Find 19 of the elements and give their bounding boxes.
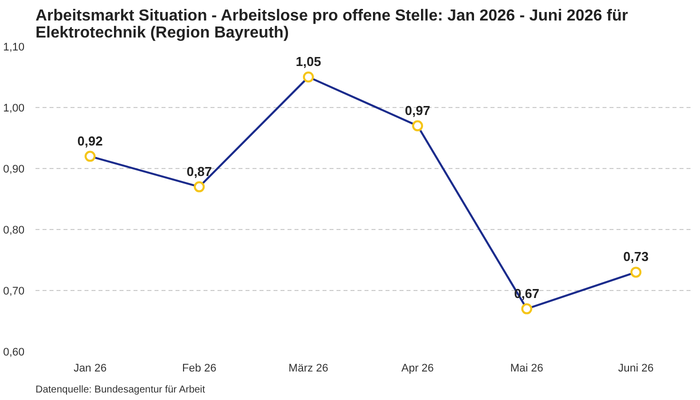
x-tick-label: Apr 26	[401, 362, 434, 374]
y-tick-label: 0,80	[3, 224, 25, 236]
y-tick-label: 0,90	[3, 164, 25, 176]
y-tick-label: 0,70	[3, 286, 25, 298]
y-tick-label: 0,60	[3, 346, 25, 358]
x-tick-label: Jan 26	[74, 362, 107, 374]
data-label: 1,05	[296, 54, 322, 69]
data-label: 0,92	[77, 133, 103, 148]
x-tick-label: Feb 26	[182, 362, 216, 374]
text: Datenquelle: Bundesagentur für Arbeit	[36, 384, 206, 396]
data-label: 0,87	[186, 164, 212, 179]
data-label: 0,73	[623, 249, 649, 264]
x-tick-label: Juni 26	[618, 362, 654, 374]
x-tick-label: März 26	[288, 362, 328, 374]
data-label: 0,97	[404, 102, 430, 118]
y-tick-label: 1,00	[3, 102, 25, 114]
y-tick-label: 1,10	[3, 42, 25, 54]
chart-title: Arbeitsmarkt Situation - Arbeitslose pro offene Stelle: Jan 2026 - Juni 2026 für Elektrotechnik (Region Bayreuth)	[36, 8, 628, 42]
x-tick-label: Mai 26	[510, 362, 544, 374]
